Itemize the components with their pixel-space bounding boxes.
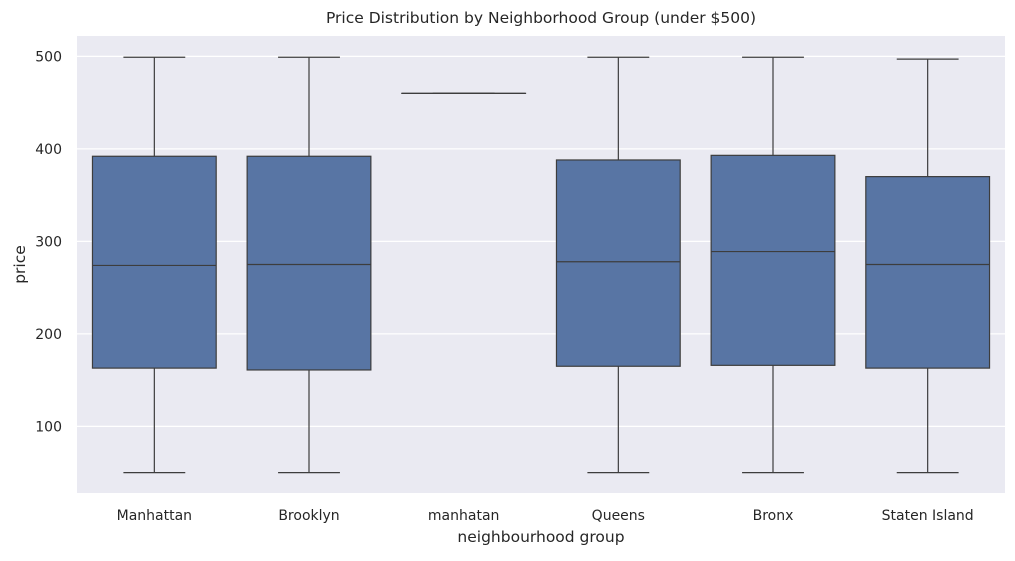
iqr-box xyxy=(92,156,216,368)
y-tick-labels: 100 200 300 400 500 xyxy=(35,49,62,435)
x-tick-label-manhatan: manhatan xyxy=(428,508,499,524)
iqr-box xyxy=(247,156,371,370)
x-tick-label-bronx: Bronx xyxy=(753,508,794,524)
x-tick-label-manhattan: Manhattan xyxy=(117,508,192,524)
x-tick-labels: Manhattan Brooklyn manhatan Queens Bronx Stat… xyxy=(117,508,974,524)
y-tick-label-200: 200 xyxy=(35,327,62,343)
x-tick-label-staten-island: Staten Island xyxy=(882,508,974,524)
x-tick-label-queens: Queens xyxy=(592,508,645,524)
y-tick-label-300: 300 xyxy=(35,234,62,250)
y-tick-label-500: 500 xyxy=(35,49,62,65)
y-tick-label-400: 400 xyxy=(35,142,62,158)
y-tick-label-100: 100 xyxy=(35,419,62,435)
y-axis-label: price xyxy=(11,245,29,284)
chart-title: Price Distribution by Neighborhood Group… xyxy=(326,9,756,27)
iqr-box xyxy=(711,155,835,365)
iqr-box xyxy=(866,177,990,368)
x-axis-label: neighbourhood group xyxy=(457,528,624,546)
iqr-box xyxy=(556,160,680,366)
x-tick-label-brooklyn: Brooklyn xyxy=(278,508,339,524)
